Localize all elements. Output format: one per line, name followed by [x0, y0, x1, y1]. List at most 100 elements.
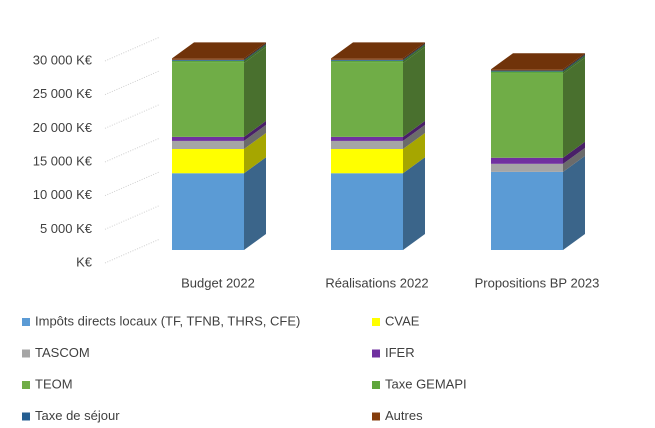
bar-side	[244, 46, 266, 137]
bar-side	[403, 42, 425, 60]
grid-line	[104, 204, 161, 230]
bar-front	[491, 71, 563, 74]
bar-front	[331, 62, 403, 137]
grid-line	[104, 238, 161, 264]
bar-side	[403, 157, 425, 250]
legend-swatch	[372, 349, 380, 358]
legend-label: Impôts directs locaux (TF, TFNB, THRS, C…	[35, 313, 300, 328]
legend-label: Taxe GEMAPI	[385, 376, 467, 391]
bar-segment	[331, 133, 425, 174]
bar-front	[491, 73, 563, 158]
grid-line	[104, 103, 161, 129]
legend-swatch	[22, 412, 30, 421]
y-tick-label: 10 000 K€	[33, 187, 93, 202]
bar-side	[244, 120, 266, 141]
bar-front	[491, 69, 563, 71]
bar-front	[172, 136, 244, 141]
bar-side	[403, 124, 425, 149]
bar-side	[563, 54, 585, 72]
bar-segment	[172, 42, 266, 60]
grid-line	[104, 70, 161, 96]
bar-segment	[172, 133, 266, 174]
bar-segment	[491, 141, 585, 164]
bar-front	[172, 149, 244, 174]
legend-label: CVAE	[385, 313, 420, 328]
legend-swatch	[22, 381, 30, 389]
bar-segment	[331, 120, 425, 141]
bar-side	[563, 53, 585, 71]
bar-segment	[331, 157, 425, 250]
y-tick-label: 5 000 K€	[40, 221, 93, 236]
grid-line	[104, 137, 161, 163]
bar-segment	[491, 55, 585, 74]
bar-front	[331, 140, 403, 149]
bar-side	[563, 55, 585, 74]
bar-front	[491, 163, 563, 172]
bar-side	[244, 43, 266, 61]
y-tick-label: 15 000 K€	[33, 153, 93, 168]
bar-segment	[491, 57, 585, 158]
bar-side	[403, 46, 425, 137]
legend-label: Autres	[385, 408, 423, 423]
bar-top	[331, 42, 425, 59]
bar-side	[244, 124, 266, 149]
bar-front	[331, 59, 403, 61]
bar-segment	[331, 43, 425, 61]
bar-front	[491, 70, 563, 72]
bar-segment	[331, 44, 425, 63]
bar-segment	[491, 54, 585, 72]
bar-side	[403, 44, 425, 63]
bar-front	[491, 171, 563, 250]
legend-swatch	[22, 318, 30, 326]
legend-label: TEOM	[35, 376, 73, 391]
legend-label: TASCOM	[35, 345, 90, 360]
bar-side	[403, 120, 425, 141]
y-tick-label: 30 000 K€	[33, 52, 93, 67]
bar-segment	[172, 124, 266, 149]
bar-front	[172, 173, 244, 250]
bar-front	[331, 58, 403, 60]
bar-side	[244, 133, 266, 174]
bar-side	[244, 157, 266, 250]
legend-swatch	[372, 318, 380, 326]
y-tick-label: 20 000 K€	[33, 120, 93, 135]
legend-label: IFER	[385, 345, 415, 360]
legend-swatch	[22, 349, 30, 358]
bar-segment	[491, 155, 585, 250]
y-tick-label: K€	[76, 254, 93, 269]
bar-front	[331, 149, 403, 174]
bar-side	[563, 57, 585, 158]
grid-line	[104, 36, 161, 62]
legend-label: Taxe de séjour	[35, 408, 120, 423]
bar-side	[563, 155, 585, 250]
bar-segment	[331, 46, 425, 137]
bar-side	[403, 133, 425, 174]
y-tick-label: 25 000 K€	[33, 86, 93, 101]
bar-segment	[172, 120, 266, 141]
bar-front	[172, 59, 244, 61]
bar-front	[331, 60, 403, 63]
bar-segment	[491, 147, 585, 172]
bar-side	[563, 141, 585, 164]
x-tick-label: Budget 2022	[181, 275, 255, 290]
bar-top	[172, 42, 266, 59]
bar-front	[491, 157, 563, 164]
bar-front	[331, 173, 403, 250]
bar-segment	[491, 53, 585, 71]
bar-side	[563, 147, 585, 172]
x-tick-label: Propositions BP 2023	[475, 275, 600, 290]
legend-swatch	[372, 412, 380, 421]
grid-line	[104, 171, 161, 197]
bar-front	[172, 140, 244, 149]
bar-side	[244, 44, 266, 63]
legend-swatch	[372, 381, 380, 389]
bar-segment	[331, 124, 425, 149]
bar-front	[331, 136, 403, 141]
bar-side	[403, 43, 425, 61]
bar-front	[172, 58, 244, 60]
bar-segment	[172, 157, 266, 250]
bar-front	[172, 62, 244, 137]
bar-segment	[172, 43, 266, 61]
bar-segment	[331, 42, 425, 60]
